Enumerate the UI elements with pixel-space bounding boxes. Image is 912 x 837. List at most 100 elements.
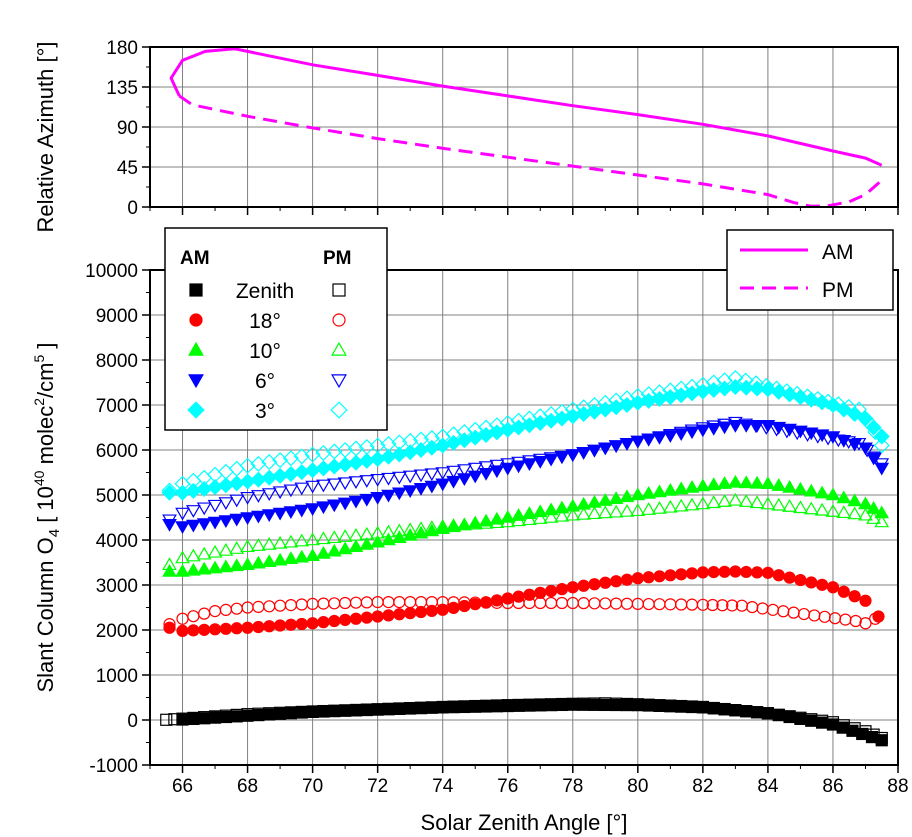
data-point xyxy=(446,518,461,532)
data-point xyxy=(727,370,744,386)
data-point xyxy=(162,563,177,577)
data-point xyxy=(630,435,646,449)
data-point xyxy=(360,611,373,624)
series-18-pm xyxy=(163,595,882,631)
data-point xyxy=(521,410,538,427)
data-point xyxy=(608,440,624,454)
data-point xyxy=(816,578,829,591)
data-point xyxy=(787,606,800,619)
legend-marker-am xyxy=(188,341,204,356)
slant-column-series xyxy=(160,370,890,747)
azimuth-y-tick-label: 90 xyxy=(117,118,138,139)
data-point xyxy=(359,493,375,507)
data-point xyxy=(391,530,407,544)
data-point xyxy=(283,534,299,548)
data-point xyxy=(662,482,678,496)
azimuth-line-am xyxy=(169,47,883,167)
data-point xyxy=(608,504,624,518)
data-point xyxy=(803,483,819,497)
data-point xyxy=(805,576,818,589)
slant-column-panel: 66 68 70 72 74 76 78 80 82 84 86 88 -1000 0 1000 2000 30… xyxy=(31,261,909,835)
data-point xyxy=(348,527,364,541)
data-point xyxy=(858,507,873,521)
data-point xyxy=(370,491,386,505)
data-point xyxy=(718,703,731,716)
data-point xyxy=(458,700,471,714)
data-point xyxy=(662,428,678,442)
data-point xyxy=(404,607,417,620)
data-point xyxy=(263,600,276,613)
data-point xyxy=(328,705,341,718)
data-point xyxy=(162,514,177,528)
data-point xyxy=(630,487,646,501)
legend-marker-am xyxy=(189,313,203,327)
data-point xyxy=(576,506,591,520)
data-point xyxy=(599,576,612,589)
data-point xyxy=(766,603,780,616)
data-point xyxy=(251,538,266,551)
data-point xyxy=(740,705,753,718)
data-point xyxy=(695,422,711,436)
data-point xyxy=(836,490,852,504)
data-point xyxy=(874,505,890,519)
data-point xyxy=(251,510,266,524)
data-point xyxy=(424,468,440,482)
legend-marker-pm xyxy=(331,341,347,356)
data-point xyxy=(695,496,711,510)
data-point xyxy=(797,607,811,621)
data-point xyxy=(337,529,353,542)
data-point xyxy=(706,598,719,612)
data-point xyxy=(841,436,857,450)
data-point xyxy=(859,617,872,630)
data-point xyxy=(326,478,342,492)
slant-column-x-tick-label: 70 xyxy=(302,776,323,797)
slant-column-y-tick-label: 6000 xyxy=(96,441,138,462)
slant-column-y-tick-label: 9000 xyxy=(96,306,138,327)
data-point xyxy=(727,379,744,395)
data-point xyxy=(532,511,548,524)
data-point xyxy=(653,598,666,611)
data-point xyxy=(207,544,223,558)
data-point xyxy=(413,521,429,535)
data-point xyxy=(532,504,548,518)
data-point xyxy=(349,704,363,717)
data-point xyxy=(284,618,298,631)
data-point xyxy=(534,699,547,712)
data-point xyxy=(587,444,602,458)
data-point xyxy=(794,573,807,587)
slant-column-x-tick-label: 68 xyxy=(237,776,258,797)
azimuth-line-pm xyxy=(178,94,883,208)
data-point xyxy=(588,578,601,591)
data-point xyxy=(555,583,569,596)
data-point xyxy=(240,512,255,526)
data-point xyxy=(162,557,177,571)
data-point xyxy=(370,525,386,539)
slant-column-x-tick-label: 74 xyxy=(432,776,454,797)
data-point xyxy=(872,610,885,623)
data-point xyxy=(642,597,655,611)
data-point xyxy=(348,539,364,553)
data-point xyxy=(619,489,635,503)
data-point xyxy=(295,617,308,631)
data-point xyxy=(631,699,644,712)
data-point xyxy=(641,485,657,499)
data-point xyxy=(830,396,847,413)
data-point xyxy=(641,433,657,447)
data-point xyxy=(820,432,836,446)
data-point xyxy=(500,514,516,528)
data-point xyxy=(230,622,243,635)
data-point xyxy=(869,612,882,625)
data-point xyxy=(738,418,754,432)
data-point xyxy=(467,516,483,530)
slant-column-legend: AM PM Zenith 18° 10° 6° 3° xyxy=(164,227,388,431)
data-point xyxy=(326,530,342,544)
data-point xyxy=(760,476,776,490)
data-point xyxy=(207,516,223,530)
data-point xyxy=(828,612,842,625)
data-point xyxy=(219,603,232,617)
data-point xyxy=(653,570,666,583)
data-point xyxy=(675,598,688,611)
data-point xyxy=(161,484,178,501)
slant-column-x-tick-label: 88 xyxy=(887,776,908,797)
data-point xyxy=(673,498,689,512)
